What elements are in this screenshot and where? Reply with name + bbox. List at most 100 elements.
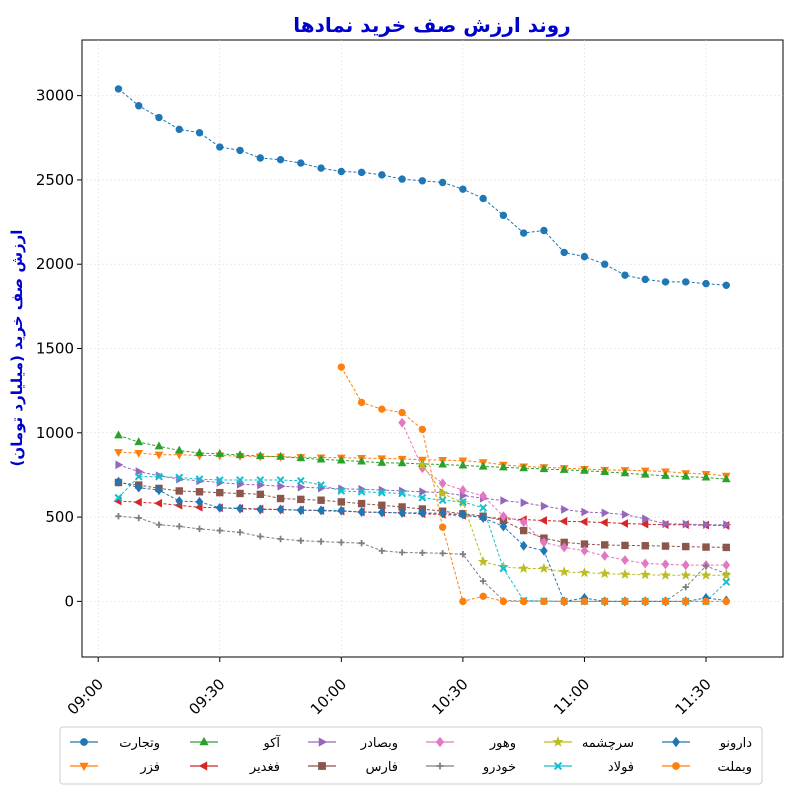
data-point xyxy=(680,569,692,580)
data-point xyxy=(641,275,649,284)
data-point xyxy=(458,497,467,506)
data-point xyxy=(519,597,528,606)
data-point xyxy=(682,519,691,529)
data-point xyxy=(479,512,487,523)
data-point xyxy=(723,520,732,530)
x-tick-label: 09:30 xyxy=(185,675,228,718)
data-point xyxy=(499,597,508,606)
data-point xyxy=(378,547,386,554)
data-point xyxy=(155,113,163,122)
data-point xyxy=(519,517,528,528)
data-point xyxy=(337,505,346,516)
y-tick-label: 1000 xyxy=(36,424,74,442)
data-point xyxy=(154,451,164,460)
data-point xyxy=(154,498,163,508)
data-point xyxy=(479,491,487,501)
data-point xyxy=(619,568,631,579)
data-point xyxy=(195,488,204,496)
data-point xyxy=(176,523,183,530)
data-point xyxy=(316,454,326,463)
y-tick-label: 3000 xyxy=(36,87,74,105)
data-point xyxy=(519,526,528,535)
data-point xyxy=(540,501,549,511)
data-point xyxy=(661,278,670,286)
legend-marker xyxy=(672,762,680,770)
data-point xyxy=(621,541,629,550)
legend-label: خودرو xyxy=(482,760,516,775)
legend-entry: خودرو xyxy=(426,760,516,775)
data-point xyxy=(114,430,123,439)
data-point xyxy=(134,472,143,481)
data-point xyxy=(722,281,730,289)
data-point xyxy=(236,476,244,484)
data-point xyxy=(558,566,570,577)
data-point xyxy=(276,155,285,164)
data-point xyxy=(236,146,244,155)
legend: وتجارت فزر آکو فغدیر وبصادر فارس وهور خودرو سرچش… xyxy=(59,726,763,785)
data-point xyxy=(599,518,608,527)
data-point xyxy=(357,456,366,465)
y-tick-label: 0 xyxy=(64,592,74,610)
data-point xyxy=(437,487,448,498)
x-axis: 09:00 09:30 10:00 10:30 11:00 11:30 xyxy=(64,657,715,718)
data-point xyxy=(539,516,547,525)
data-point xyxy=(722,560,731,571)
data-point xyxy=(621,555,629,566)
data-point xyxy=(256,476,265,484)
data-point xyxy=(499,511,508,522)
data-point xyxy=(579,517,588,527)
data-point xyxy=(560,542,569,553)
data-point xyxy=(317,496,325,504)
legend-label: فولاد xyxy=(608,760,634,775)
data-point xyxy=(601,508,610,518)
data-point xyxy=(297,537,305,544)
data-point xyxy=(520,498,529,508)
legend-entry: سرچشمه xyxy=(544,736,634,751)
data-point xyxy=(620,519,629,528)
legend-marker xyxy=(79,762,89,772)
data-point xyxy=(175,487,183,495)
legend-marker xyxy=(552,736,564,747)
data-point xyxy=(296,505,305,516)
data-point xyxy=(479,503,488,512)
data-point xyxy=(235,450,245,459)
data-point xyxy=(114,493,123,502)
grid-lines xyxy=(82,40,783,657)
data-point xyxy=(600,467,610,475)
data-point xyxy=(296,453,306,462)
y-axis-label: ارزش صف خرید (میلیارد تومان) xyxy=(8,230,26,467)
legend-entry: دارونو xyxy=(662,736,752,751)
data-point xyxy=(581,507,590,517)
data-point xyxy=(459,485,467,496)
data-point xyxy=(621,271,629,279)
legend-label: وتجارت xyxy=(119,736,160,751)
data-point xyxy=(579,567,590,578)
data-point xyxy=(621,510,630,519)
data-point xyxy=(215,476,224,484)
legend-entry: وبصادر xyxy=(308,736,398,751)
data-point xyxy=(641,597,649,606)
data-point xyxy=(317,505,325,516)
data-point xyxy=(216,488,224,497)
data-point xyxy=(662,519,671,529)
y-tick-label: 2500 xyxy=(36,171,74,189)
legend-label: آکو xyxy=(262,734,281,751)
data-point xyxy=(438,523,447,531)
data-point xyxy=(277,535,284,543)
data-point xyxy=(621,597,629,606)
legend-marker xyxy=(436,762,444,770)
data-point xyxy=(500,496,509,505)
data-point xyxy=(499,564,508,573)
legend-label: فغدیر xyxy=(249,760,280,775)
data-point xyxy=(600,550,609,561)
data-point xyxy=(398,417,406,428)
data-point xyxy=(257,480,266,490)
data-point xyxy=(338,539,345,546)
data-point xyxy=(580,597,589,606)
data-point xyxy=(499,211,508,220)
data-point xyxy=(276,476,285,484)
data-point xyxy=(458,460,468,469)
data-point xyxy=(135,467,144,476)
